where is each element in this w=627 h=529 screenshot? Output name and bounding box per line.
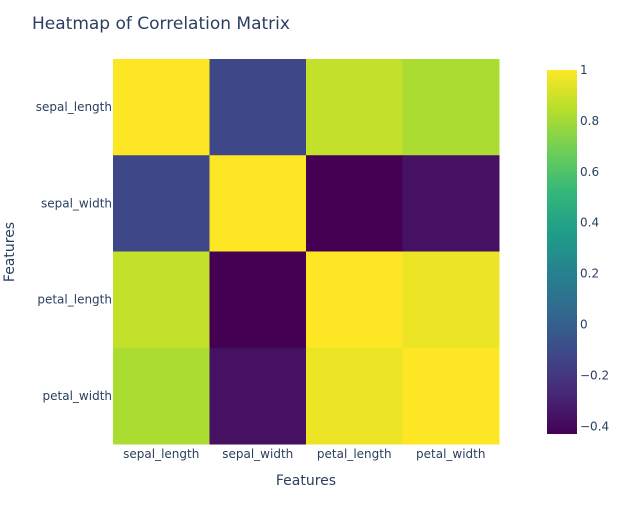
heatmap-cell-petal_length-sepal_length — [113, 251, 210, 349]
x-tick-label: sepal_length — [123, 447, 199, 461]
colorbar-tick-label: 0 — [580, 318, 588, 332]
heatmap-cell-petal_length-petal_width — [402, 251, 500, 349]
heatmap-cell-sepal_length-petal_width — [402, 59, 500, 156]
y-axis-title: Features — [2, 222, 18, 282]
heatmap-cell-sepal_width-petal_length — [306, 155, 403, 252]
y-axis-tick-labels: sepal_length sepal_width petal_lengthpetal… — [36, 100, 112, 403]
y-tick-label: sepal_length — [36, 100, 112, 114]
y-tick-label: petal_width — [43, 389, 112, 403]
colorbar-tick-label: −0.2 — [580, 368, 609, 382]
colorbar-tick-label: 0.8 — [580, 114, 599, 128]
heatmap-cell-sepal_length-sepal_width — [209, 59, 307, 156]
heatmap-cell-petal_length-petal_length — [306, 251, 403, 349]
x-axis-tick-labels: sepal_length sepal_width petal_length petal… — [123, 447, 485, 461]
heatmap-cells — [113, 59, 500, 445]
heatmap-cell-petal_width-petal_length — [306, 347, 403, 445]
colorbar-tick-label: −0.4 — [580, 419, 609, 433]
heatmap-cell-sepal_length-sepal_length — [113, 59, 210, 156]
x-tick-label: petal_width — [416, 447, 485, 461]
heatmap-cell-petal_width-sepal_width — [209, 347, 307, 445]
x-axis-title: Features — [276, 473, 336, 489]
heatmap-cell-sepal_width-sepal_width — [209, 155, 307, 252]
x-tick-label: sepal_width — [222, 447, 293, 461]
y-tick-label: sepal_width — [41, 196, 112, 210]
colorbar-tick-label: 1 — [580, 63, 588, 77]
y-tick-label: petal_length — [37, 293, 112, 307]
chart-title: Heatmap of Correlation Matrix — [32, 14, 290, 34]
heatmap-cell-petal_length-sepal_width — [209, 251, 307, 349]
heatmap-cell-petal_width-petal_width — [402, 347, 500, 445]
heatmap-cell-petal_width-sepal_length — [113, 347, 210, 445]
heatmap-cell-sepal_length-petal_length — [306, 59, 403, 156]
heatmap-cell-sepal_width-sepal_length — [113, 155, 210, 252]
colorbar-tick-labels: 1 0.8 0.6 0.4 0.2 0 −0.2 −0.4 — [580, 63, 609, 433]
colorbar-tick-label: 0.6 — [580, 165, 599, 179]
colorbar — [547, 70, 577, 434]
colorbar-tick-label: 0.2 — [580, 267, 599, 281]
colorbar-tick-label: 0.4 — [580, 216, 599, 230]
heatmap-cell-sepal_width-petal_width — [402, 155, 500, 252]
x-tick-label: petal_length — [317, 447, 392, 461]
